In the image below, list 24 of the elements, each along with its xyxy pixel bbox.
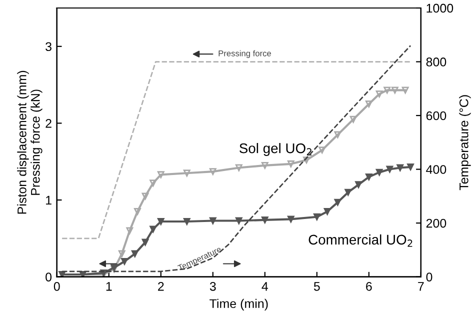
y-tick-label: 3	[46, 42, 52, 52]
x-axis-title: Time (min)	[210, 298, 268, 311]
y2-axis-title: Temperature (°C)	[459, 95, 471, 190]
y2-tick-label: 0	[426, 272, 432, 282]
series-label: Commercial UO$_{2}$	[308, 234, 412, 247]
series-label: Sol gel UO$_{2}$	[240, 143, 312, 156]
y-tick-label: 1	[46, 196, 52, 205]
y-axis-title: Piston displacement (mm) Pressing force (kN)	[17, 70, 42, 214]
x-tick-label: 6	[366, 282, 372, 291]
y2-tick-label: 400	[426, 165, 446, 174]
x-tick-label: 7	[418, 282, 424, 291]
x-tick-label: 2	[158, 282, 164, 291]
y2-tick-label: 800	[426, 58, 446, 66]
annotation: Pressing force	[218, 50, 271, 58]
x-tick-label: 4	[262, 282, 268, 291]
x-tick-label: 3	[210, 282, 216, 291]
x-tick-label: 1	[106, 282, 112, 291]
y-tick-label: 0	[46, 272, 52, 282]
y2-tick-label: 200	[426, 218, 446, 228]
x-tick-label: 5	[314, 282, 320, 291]
y-tick-label: 2	[46, 119, 52, 128]
y2-tick-label: 1000	[426, 4, 454, 13]
x-tick-label: 0	[54, 282, 60, 291]
y2-tick-label: 600	[426, 111, 446, 120]
